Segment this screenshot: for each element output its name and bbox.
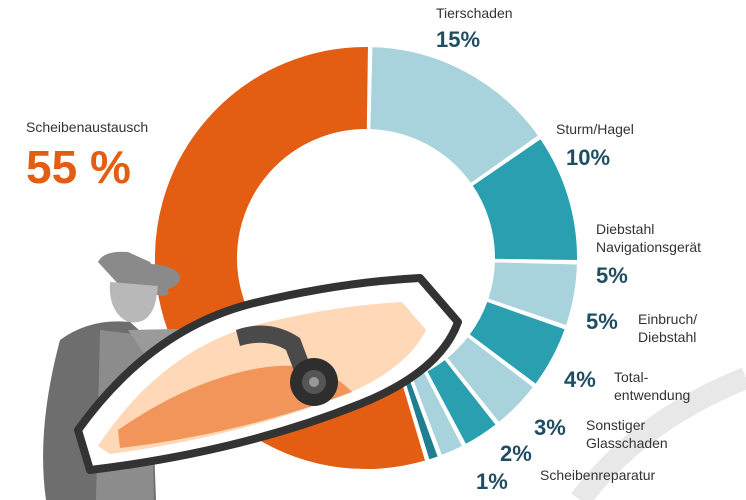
label-sturm-hagel: Sturm/Hagel — [556, 121, 634, 137]
pct-scheibenreparatur: 1% — [476, 469, 508, 494]
donut-slice-3 — [470, 136, 579, 262]
label-tierschaden: Tierschaden — [436, 5, 513, 21]
donut-slice-6 — [444, 334, 536, 425]
pct-diebstahl-navigationsgeraet: 5% — [596, 263, 628, 288]
pct-totalentwendung: 4% — [564, 367, 596, 392]
label-scheibenreparatur: Scheibenreparatur — [540, 467, 656, 483]
pct-sturm-hagel: 10% — [566, 145, 611, 170]
donut-slice-2 — [368, 45, 541, 186]
label-sonstiger-glasschaden: Sonstiger Glasschaden — [586, 417, 668, 451]
pct-einbruch-diebstahl: 5% — [586, 309, 618, 334]
label-scheibenaustausch: Scheibenaustausch — [26, 119, 149, 135]
pct-2: 2% — [500, 441, 532, 466]
pct-scheibenaustausch: 55 % — [26, 141, 131, 193]
suction-cup-icon — [236, 325, 338, 406]
donut-slice-5 — [467, 299, 568, 387]
pct-tierschaden: 15% — [436, 27, 481, 52]
road-line — [571, 367, 746, 500]
label-einbruch-diebstahl: Einbruch/ Diebstahl — [638, 311, 698, 345]
label-diebstahl-navigationsgeraet: Diebstahl Navigationsgerät — [596, 221, 702, 255]
pct-sonstiger-glasschaden: 3% — [534, 415, 566, 440]
donut-slice-4 — [485, 260, 579, 328]
label-totalentwendung: Total- entwendung — [614, 369, 691, 403]
